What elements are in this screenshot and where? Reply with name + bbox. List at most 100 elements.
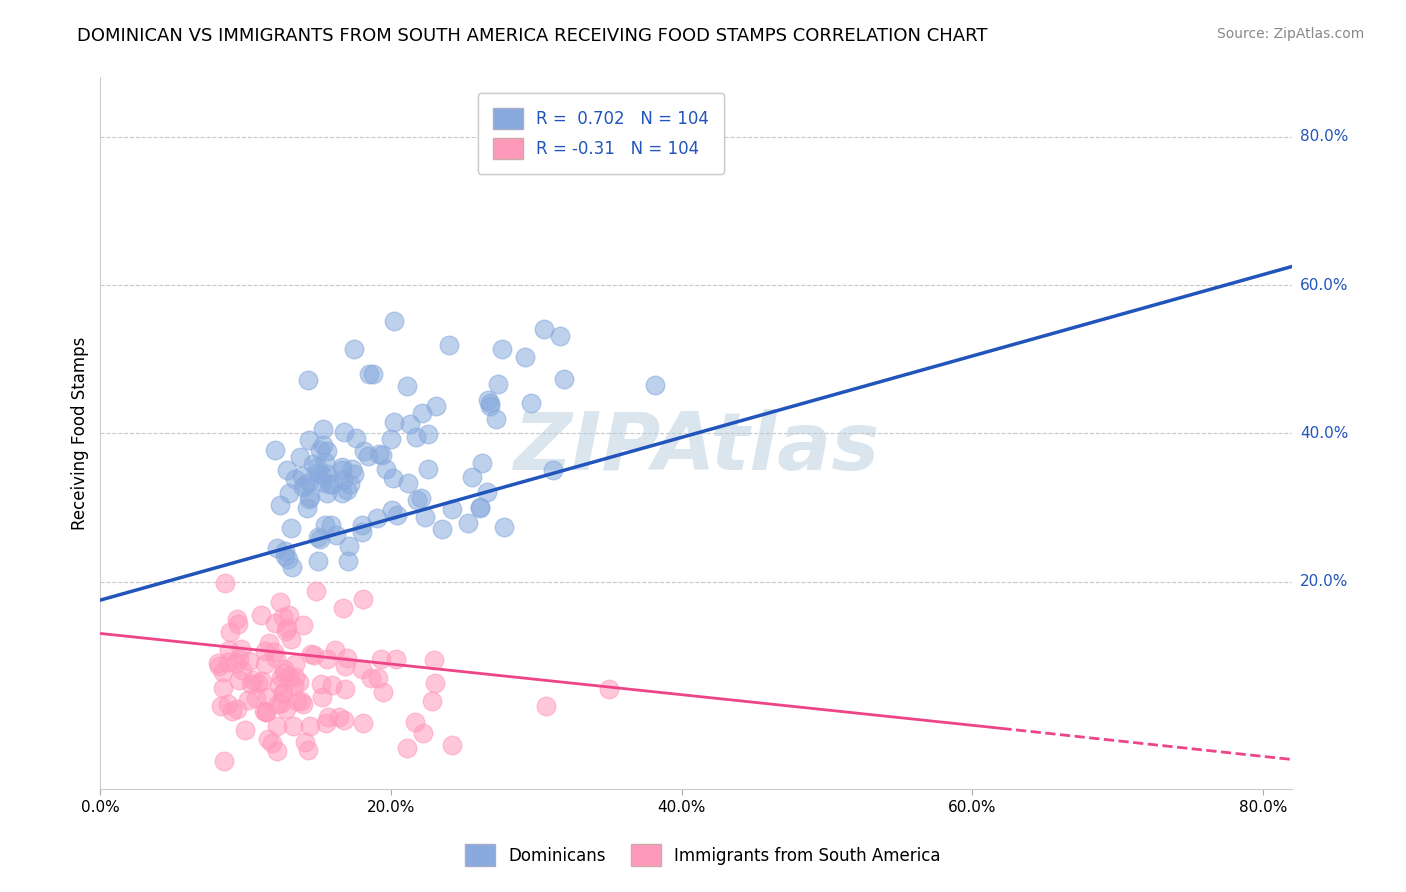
Point	[277, 552, 299, 566]
Point	[250, 674, 273, 689]
Point	[270, 670, 292, 684]
Text: 20.0%: 20.0%	[1301, 574, 1348, 589]
Point	[471, 456, 494, 470]
Point	[314, 455, 336, 469]
Point	[209, 699, 232, 714]
Point	[254, 705, 277, 719]
Y-axis label: Receiving Food Stamps: Receiving Food Stamps	[72, 336, 89, 530]
Point	[441, 501, 464, 516]
Point	[207, 656, 229, 670]
Point	[308, 442, 330, 457]
Point	[486, 376, 509, 391]
Point	[288, 674, 311, 689]
Point	[311, 438, 333, 452]
Point	[270, 696, 292, 710]
Point	[231, 663, 253, 677]
Point	[269, 498, 291, 512]
Point	[298, 433, 321, 447]
Point	[253, 643, 276, 657]
Point	[437, 338, 460, 352]
Point	[337, 540, 360, 554]
Point	[418, 427, 440, 442]
Point	[297, 743, 319, 757]
Point	[226, 612, 249, 626]
Point	[214, 576, 236, 591]
Point	[257, 731, 280, 746]
Point	[312, 422, 335, 436]
Point	[246, 676, 269, 690]
Point	[541, 462, 564, 476]
Point	[277, 608, 299, 623]
Point	[233, 723, 256, 738]
Point	[292, 480, 315, 494]
Point	[298, 492, 321, 507]
Point	[520, 396, 543, 410]
Text: Source: ZipAtlas.com: Source: ZipAtlas.com	[1216, 27, 1364, 41]
Point	[236, 693, 259, 707]
Point	[361, 367, 384, 381]
Point	[491, 343, 513, 357]
Point	[477, 484, 499, 499]
Point	[399, 417, 422, 432]
Point	[357, 367, 380, 381]
Point	[302, 648, 325, 662]
Point	[266, 650, 288, 665]
Point	[219, 624, 242, 639]
Point	[228, 673, 250, 687]
Point	[494, 519, 516, 533]
Point	[413, 509, 436, 524]
Point	[298, 490, 321, 504]
Point	[370, 652, 392, 666]
Point	[330, 486, 353, 500]
Point	[274, 701, 297, 715]
Point	[290, 694, 312, 708]
Point	[316, 467, 339, 481]
Point	[425, 400, 447, 414]
Point	[278, 670, 301, 684]
Point	[274, 543, 297, 558]
Point	[343, 467, 366, 481]
Point	[325, 528, 347, 542]
Point	[342, 342, 364, 356]
Point	[281, 719, 304, 733]
Point	[311, 475, 333, 490]
Point	[299, 647, 322, 661]
Point	[381, 471, 404, 485]
Point	[352, 592, 374, 607]
Point	[311, 468, 333, 483]
Point	[288, 450, 311, 465]
Point	[335, 651, 357, 665]
Point	[336, 554, 359, 568]
Point	[276, 463, 298, 477]
Point	[332, 601, 354, 615]
Point	[371, 448, 394, 462]
Point	[217, 655, 239, 669]
Point	[291, 469, 314, 483]
Point	[245, 691, 267, 706]
Point	[316, 652, 339, 666]
Point	[307, 460, 329, 475]
Point	[298, 475, 321, 489]
Point	[382, 314, 405, 328]
Point	[321, 477, 343, 491]
Point	[262, 736, 284, 750]
Point	[346, 432, 368, 446]
Point	[271, 685, 294, 699]
Point	[644, 378, 666, 392]
Point	[360, 671, 382, 685]
Point	[318, 477, 340, 491]
Point	[226, 616, 249, 631]
Legend: R =  0.702   N = 104, R = -0.31   N = 104: R = 0.702 N = 104, R = -0.31 N = 104	[478, 93, 724, 174]
Point	[319, 518, 342, 533]
Point	[309, 677, 332, 691]
Point	[353, 443, 375, 458]
Point	[301, 457, 323, 471]
Point	[276, 624, 298, 638]
Point	[267, 678, 290, 692]
Point	[367, 671, 389, 685]
Point	[598, 682, 620, 697]
Point	[485, 412, 508, 426]
Point	[478, 399, 501, 413]
Point	[211, 681, 233, 696]
Point	[315, 716, 337, 731]
